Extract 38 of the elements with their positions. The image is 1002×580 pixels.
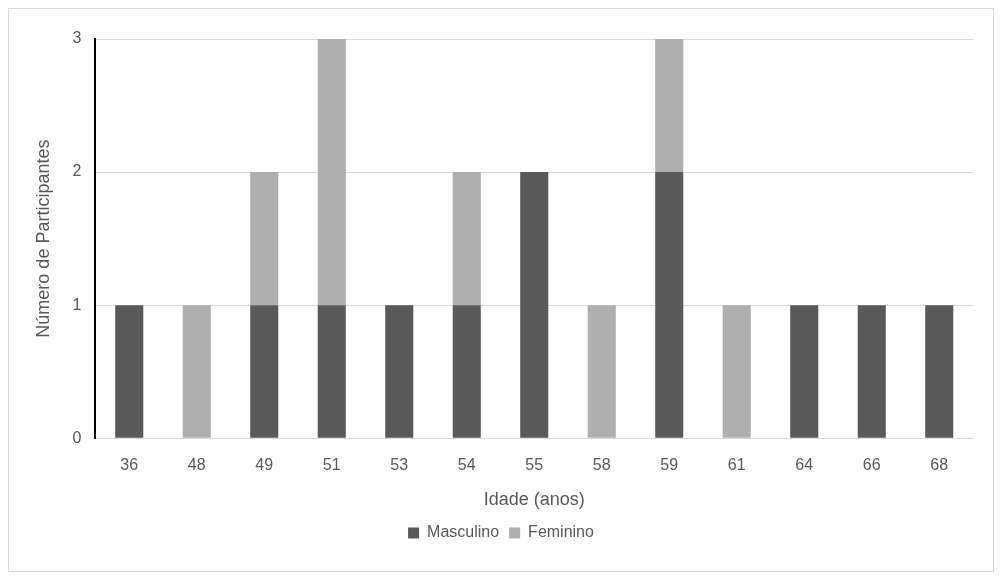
bar: [790, 305, 819, 438]
x-tick-label: 49: [255, 456, 274, 474]
bar: [452, 305, 481, 438]
legend-label: Feminino: [528, 523, 595, 541]
x-tick-label: 54: [457, 456, 476, 474]
bar: [655, 39, 684, 173]
bar: [182, 305, 211, 438]
x-tick-label: 36: [120, 456, 139, 474]
bar: [250, 172, 279, 306]
y-tick-label: 1: [72, 295, 82, 313]
x-tick-label: 66: [862, 456, 881, 474]
x-tick-label: 55: [525, 456, 544, 474]
bar: [250, 305, 279, 438]
bar: [655, 172, 684, 438]
bar: [520, 172, 549, 438]
y-tick-label: 2: [72, 162, 82, 180]
bar: [385, 305, 414, 438]
x-tick-label: 53: [390, 456, 409, 474]
x-tick-label: 68: [930, 456, 949, 474]
y-tick-label: 3: [72, 29, 82, 47]
bar: [857, 305, 886, 438]
x-tick-label: 61: [727, 456, 746, 474]
bar: [317, 39, 346, 306]
y-axis-title: Número de Participantes: [32, 139, 53, 338]
x-tick-label: 51: [322, 456, 341, 474]
x-tick-label: 59: [660, 456, 679, 474]
x-tick-label: 58: [592, 456, 611, 474]
x-tick-label: 48: [187, 456, 206, 474]
legend-label: Masculino: [427, 523, 500, 541]
bar: [722, 305, 751, 438]
x-axis-title: Idade (anos): [483, 489, 585, 510]
bar: [115, 305, 144, 438]
bar: [452, 172, 481, 306]
x-tick-label: 64: [795, 456, 814, 474]
bar: [587, 305, 616, 438]
bar: [925, 305, 954, 438]
y-tick-label: 0: [72, 428, 82, 446]
bar: [317, 305, 346, 438]
